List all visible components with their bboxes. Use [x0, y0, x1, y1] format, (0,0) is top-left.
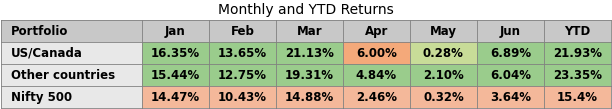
Text: May: May [430, 25, 457, 37]
Text: YTD: YTD [564, 25, 591, 37]
Text: Monthly and YTD Returns: Monthly and YTD Returns [218, 3, 394, 17]
Text: 2.46%: 2.46% [356, 90, 397, 104]
Text: 21.93%: 21.93% [553, 47, 602, 60]
Text: 12.75%: 12.75% [218, 68, 267, 82]
Text: 19.31%: 19.31% [285, 68, 334, 82]
Text: Jun: Jun [500, 25, 521, 37]
Text: Jan: Jan [165, 25, 185, 37]
Text: 14.88%: 14.88% [285, 90, 334, 104]
Text: 15.4%: 15.4% [557, 90, 598, 104]
Text: 3.64%: 3.64% [490, 90, 531, 104]
Text: Mar: Mar [297, 25, 322, 37]
Text: 21.13%: 21.13% [285, 47, 334, 60]
Text: 10.43%: 10.43% [218, 90, 267, 104]
Text: 23.35%: 23.35% [553, 68, 602, 82]
Text: 0.28%: 0.28% [423, 47, 464, 60]
Text: 15.44%: 15.44% [151, 68, 200, 82]
Text: 0.32%: 0.32% [423, 90, 464, 104]
Text: 14.47%: 14.47% [151, 90, 200, 104]
Text: Apr: Apr [365, 25, 388, 37]
Text: Other countries: Other countries [11, 68, 115, 82]
Text: US/Canada: US/Canada [11, 47, 83, 60]
Text: 6.00%: 6.00% [356, 47, 397, 60]
Text: 16.35%: 16.35% [151, 47, 200, 60]
Text: 13.65%: 13.65% [218, 47, 267, 60]
Text: 6.89%: 6.89% [490, 47, 531, 60]
Text: Portfolio: Portfolio [11, 25, 68, 37]
Text: Nifty 500: Nifty 500 [11, 90, 72, 104]
Text: 4.84%: 4.84% [356, 68, 397, 82]
Text: 6.04%: 6.04% [490, 68, 531, 82]
Text: Feb: Feb [230, 25, 254, 37]
Text: 2.10%: 2.10% [423, 68, 464, 82]
